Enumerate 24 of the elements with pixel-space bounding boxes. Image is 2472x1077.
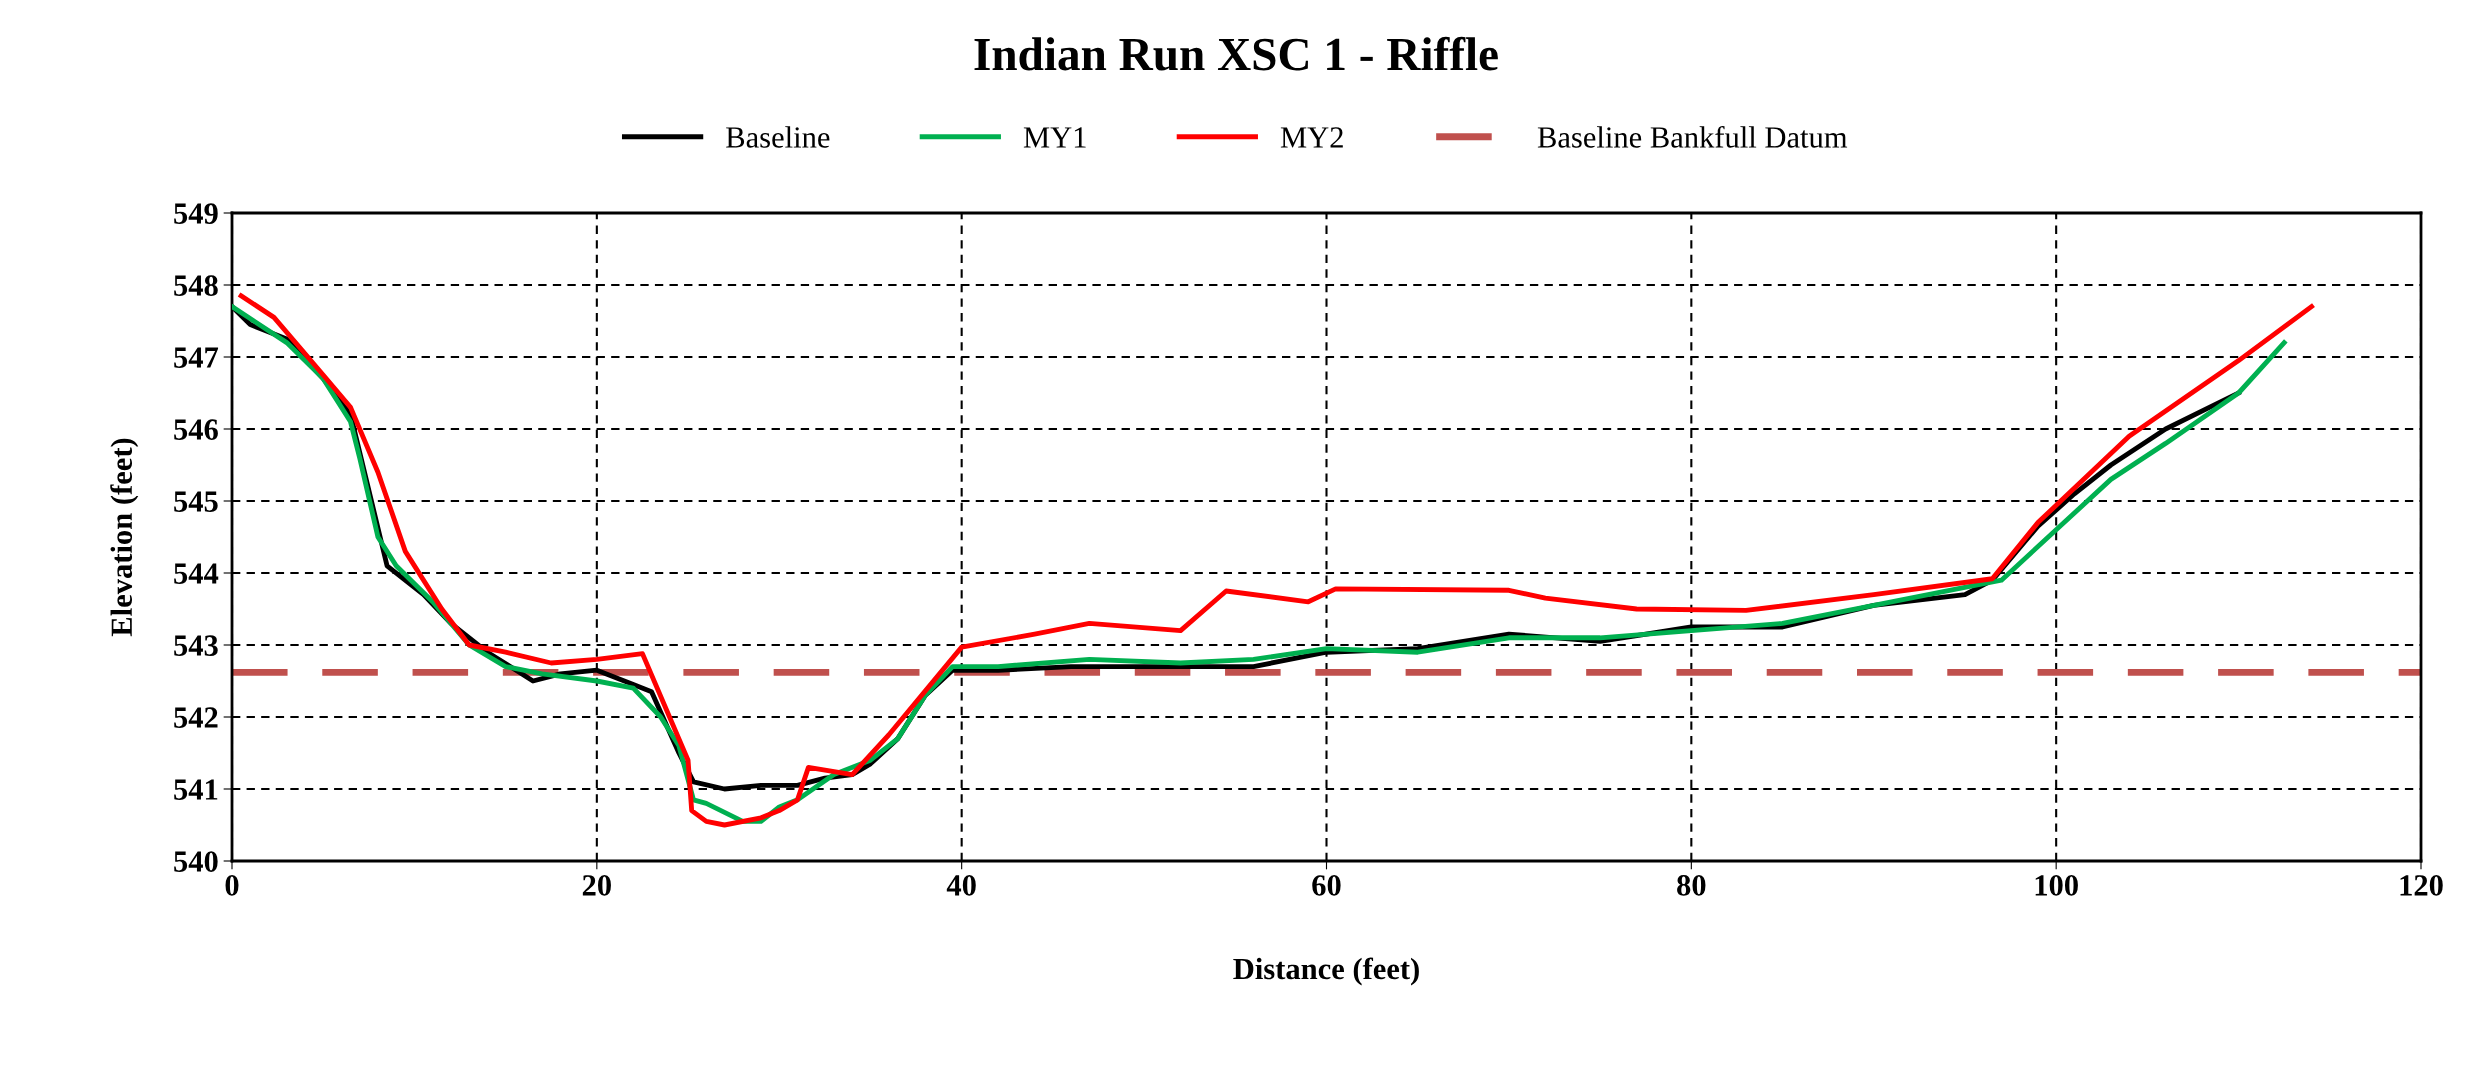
y-tick-label: 547 bbox=[174, 347, 219, 368]
y-tick-label: 548 bbox=[174, 275, 218, 296]
y-tick-label: 544 bbox=[174, 563, 219, 584]
x-tick-label: 40 bbox=[946, 875, 976, 896]
x-tick-label: 0 bbox=[225, 875, 239, 896]
x-tick-label: 100 bbox=[2035, 875, 2078, 896]
x-tick-label: 60 bbox=[1312, 875, 1341, 896]
y-tick-label: 545 bbox=[174, 491, 218, 512]
x-axis-title: Distance (feet) bbox=[1233, 957, 1419, 986]
y-tick-label: 540 bbox=[174, 851, 218, 872]
y-axis-title: Elevation (feet) bbox=[110, 438, 139, 637]
legend-label: Baseline bbox=[726, 126, 830, 148]
y-tick-label: 543 bbox=[174, 635, 218, 656]
y-tick-label: 541 bbox=[174, 779, 218, 800]
legend-label: MY1 bbox=[1023, 127, 1086, 148]
x-tick-label: 120 bbox=[2400, 875, 2443, 896]
y-tick-label: 546 bbox=[174, 419, 218, 440]
chart-title: Indian Run XSC 1 - Riffle bbox=[974, 36, 1498, 71]
x-tick-label: 20 bbox=[582, 875, 611, 896]
y-tick-label: 549 bbox=[174, 203, 218, 224]
legend-label: Baseline Bankfull Datum bbox=[1537, 125, 1848, 148]
x-tick-label: 80 bbox=[1677, 875, 1706, 896]
legend-label: MY2 bbox=[1280, 127, 1343, 148]
y-tick-label: 542 bbox=[174, 707, 218, 728]
